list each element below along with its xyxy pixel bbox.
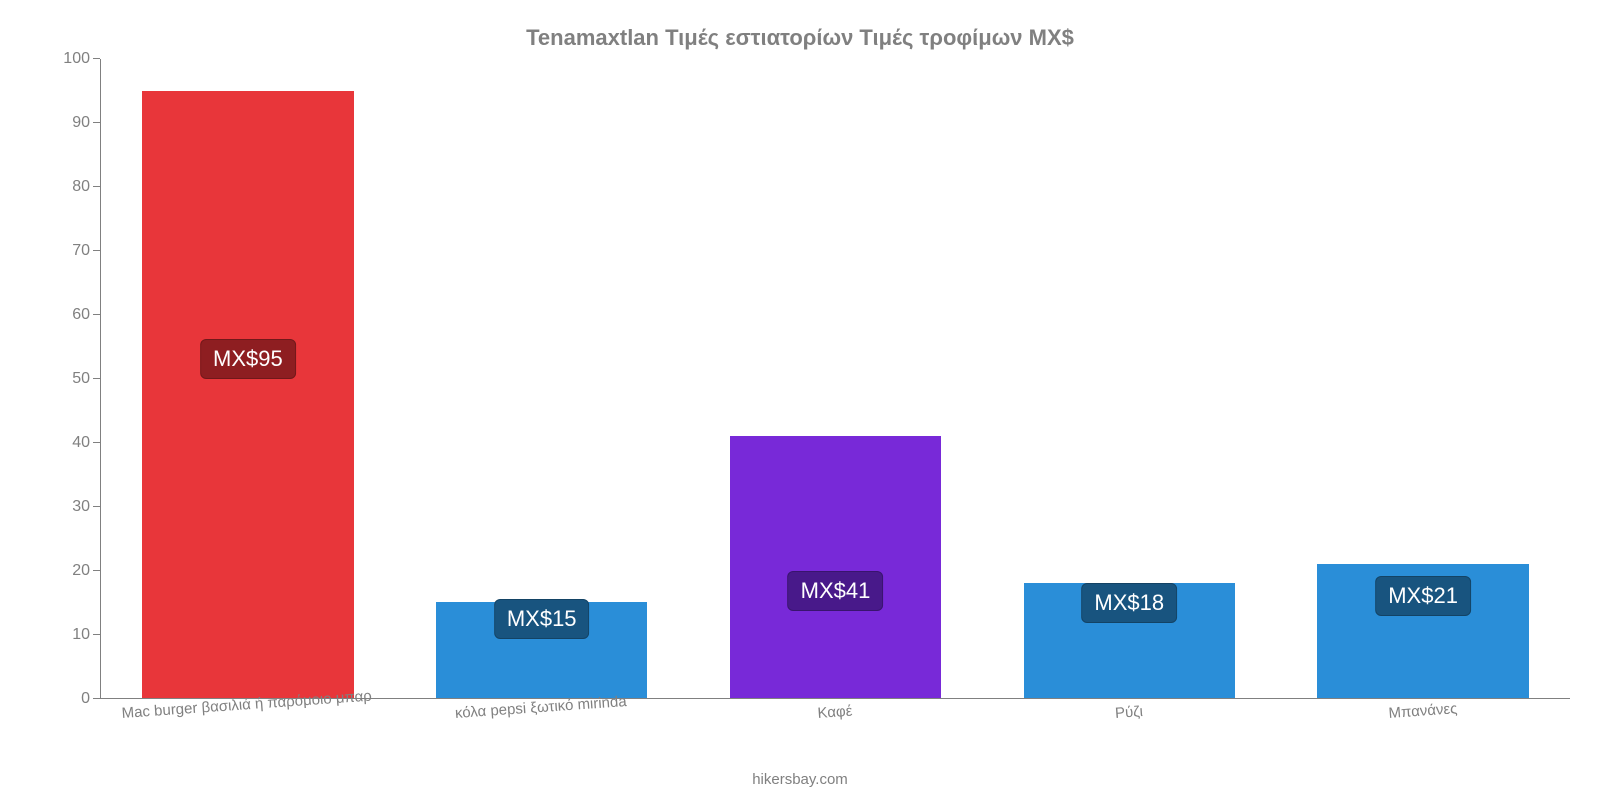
y-tick-mark (93, 378, 100, 379)
bar-slot: MX$41 (689, 59, 983, 698)
x-label-slot: Μπανάνες (1276, 699, 1570, 749)
value-badge: MX$15 (494, 599, 590, 639)
y-tick-label: 50 (72, 370, 90, 388)
y-axis: 0102030405060708090100 (30, 59, 100, 699)
bar: MX$18 (1024, 583, 1236, 698)
plot-area: MX$95 MX$15 MX$41 MX$18 MX$21 (100, 59, 1570, 699)
y-tick-label: 100 (63, 50, 90, 68)
y-tick-label: 40 (72, 434, 90, 452)
chart-title: Tenamaxtlan Τιμές εστιατορίων Τιμές τροφ… (30, 25, 1570, 51)
y-tick-mark (93, 698, 100, 699)
value-badge: MX$41 (788, 571, 884, 611)
y-tick-label: 70 (72, 242, 90, 260)
y-tick-mark (93, 570, 100, 571)
y-tick-mark (93, 186, 100, 187)
y-tick-mark (93, 442, 100, 443)
y-tick-mark (93, 634, 100, 635)
x-axis-label: Μπανάνες (1388, 700, 1458, 722)
x-axis-label: Ρύζι (1114, 703, 1143, 722)
x-label-slot: κόλα pepsi ξωτικό mirinda (394, 699, 688, 749)
y-tick-label: 10 (72, 626, 90, 644)
bar: MX$41 (730, 436, 942, 698)
y-tick-mark (93, 58, 100, 59)
bar: MX$15 (436, 602, 648, 698)
y-tick-mark (93, 314, 100, 315)
value-badge: MX$18 (1081, 583, 1177, 623)
attribution-text: hikersbay.com (0, 771, 1600, 788)
x-axis-labels: Mac burger βασιλιά ή παρόμοιο μπαρκόλα p… (100, 699, 1570, 749)
bar: MX$95 (142, 91, 354, 698)
value-badge: MX$21 (1375, 576, 1471, 616)
bars-group: MX$95 MX$15 MX$41 MX$18 MX$21 (101, 59, 1570, 698)
y-tick-label: 0 (81, 690, 90, 708)
plot-row: 0102030405060708090100 MX$95MX$15MX$41MX… (30, 59, 1570, 699)
value-badge: MX$95 (200, 339, 296, 379)
y-tick-label: 60 (72, 306, 90, 324)
y-tick-mark (93, 122, 100, 123)
y-tick-mark (93, 250, 100, 251)
y-tick-mark (93, 506, 100, 507)
y-tick-label: 20 (72, 562, 90, 580)
y-tick-label: 30 (72, 498, 90, 516)
chart-container: Tenamaxtlan Τιμές εστιατορίων Τιμές τροφ… (0, 0, 1600, 800)
bar: MX$21 (1317, 564, 1529, 698)
x-label-slot: Καφέ (688, 699, 982, 749)
bar-slot: MX$18 (982, 59, 1276, 698)
bar-slot: MX$21 (1276, 59, 1570, 698)
x-label-slot: Mac burger βασιλιά ή παρόμοιο μπαρ (100, 699, 394, 749)
x-label-slot: Ρύζι (982, 699, 1276, 749)
y-tick-label: 90 (72, 114, 90, 132)
bar-slot: MX$95 (101, 59, 395, 698)
y-tick-label: 80 (72, 178, 90, 196)
bar-slot: MX$15 (395, 59, 689, 698)
x-axis-label: Καφέ (817, 703, 853, 722)
